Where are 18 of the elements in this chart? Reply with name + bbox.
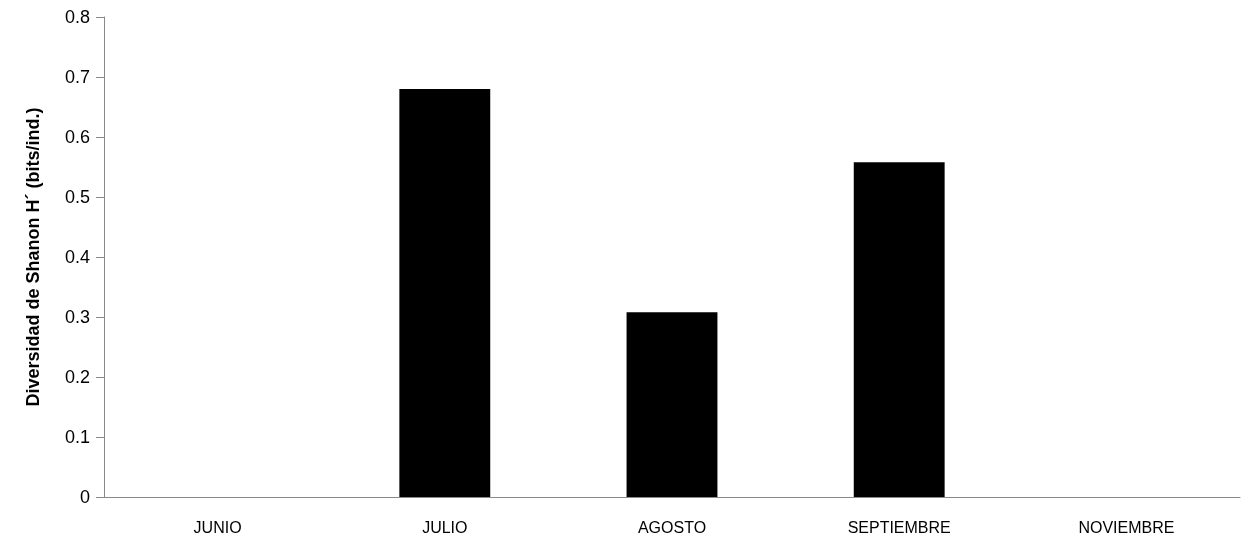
y-tick-label: 0.3 (64, 307, 90, 327)
y-tick-label: 0.2 (64, 367, 90, 387)
bar (626, 312, 718, 497)
x-tick-label: AGOSTO (637, 518, 707, 536)
x-tick-label: JULIO (422, 518, 468, 536)
y-tick-label: 0.7 (64, 67, 90, 87)
y-tick-label: 0.8 (64, 7, 90, 27)
y-tick-label: 0 (79, 487, 90, 507)
bar (853, 162, 945, 497)
y-tick-label: 0.4 (64, 247, 90, 267)
bar (399, 89, 491, 497)
y-axis-title: Diversidad de Shanon H´ (bits/ind.) (23, 107, 43, 407)
y-tick-label: 0.5 (64, 187, 90, 207)
x-tick-label: SEPTIEMBRE (847, 518, 951, 536)
x-tick-label: JUNIO (193, 518, 242, 536)
x-tick-label: NOVIEMBRE (1078, 518, 1175, 536)
y-tick-label: 0.6 (64, 127, 90, 147)
y-tick-label: 0.1 (64, 427, 90, 447)
